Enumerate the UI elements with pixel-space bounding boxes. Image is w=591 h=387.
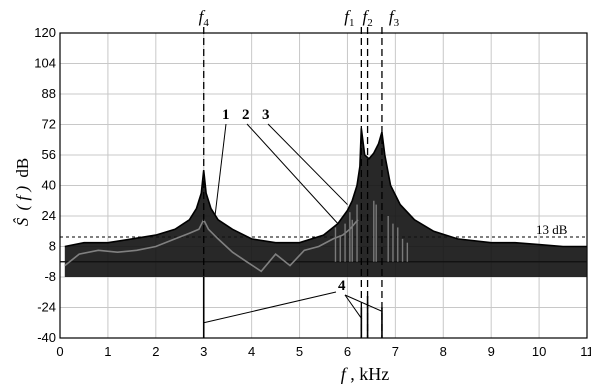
- marker-symbol: f: [199, 7, 206, 26]
- annotation-4-leader-a: [203, 291, 337, 324]
- x-tick-label-7: 7: [392, 344, 399, 359]
- marker-subscript: 2: [367, 17, 373, 29]
- annotation-3: 3: [262, 107, 270, 123]
- x-tick-label-0: 0: [56, 344, 63, 359]
- x-tick-label-8: 8: [440, 344, 447, 359]
- x-axis-unit: , kHz: [350, 364, 389, 384]
- y-axis-arg: ( f ): [13, 186, 32, 211]
- annotation-2: 2: [242, 107, 250, 123]
- y-axis-unit: dB: [13, 158, 32, 178]
- marker-symbol: f: [362, 7, 369, 26]
- x-tick-label-3: 3: [200, 344, 207, 359]
- y-tick-label-7: 72: [42, 117, 56, 132]
- y-tick-label-5: 40: [42, 178, 56, 193]
- annotation-4-leader-b: [344, 294, 383, 312]
- x-axis-label: f , kHz: [341, 364, 390, 384]
- annotation-1-leader: [214, 123, 227, 217]
- marker-subscript: 1: [349, 17, 355, 29]
- y-axis-symbol: Ŝ: [13, 217, 32, 226]
- x-tick-label-11: 11: [580, 344, 591, 359]
- series-1-line: [64, 218, 359, 273]
- x-tick-label-5: 5: [296, 344, 303, 359]
- series-2-fill: [64, 128, 588, 277]
- marker-label-f1: f1: [344, 7, 354, 29]
- marker-label-f4: f4: [199, 7, 210, 29]
- marker-subscript: 4: [203, 17, 209, 29]
- series-2-line: [64, 128, 587, 248]
- marker-symbol: f: [344, 7, 351, 26]
- grid: [59, 32, 588, 339]
- x-tick-label-2: 2: [152, 344, 159, 359]
- annotations: 13 dB 1 2 3 4: [203, 107, 568, 324]
- annotation-1: 1: [222, 107, 230, 123]
- y-tick-label-3: 8: [49, 239, 56, 254]
- annotation-4: 4: [338, 278, 346, 294]
- annotation-4-leader-c: [344, 294, 363, 320]
- y-tick-label-9: 104: [34, 56, 56, 71]
- x-tick-label-10: 10: [532, 344, 546, 359]
- marker-label-f2: f2: [362, 7, 372, 29]
- threshold-label: 13 dB: [536, 222, 568, 237]
- y-tick-label-2: -8: [44, 269, 56, 284]
- x-tick-label-6: 6: [344, 344, 351, 359]
- marker-subscript: 3: [394, 17, 400, 29]
- plot-frame: [59, 32, 588, 339]
- marker-symbol: f: [389, 7, 396, 26]
- y-tick-label-6: 56: [42, 147, 56, 162]
- series-area: [64, 128, 588, 338]
- frequency-markers: f4 f1 f2 f3: [199, 7, 400, 338]
- y-tick-label-10: 120: [34, 25, 56, 40]
- annotation-3-leader: [267, 123, 348, 205]
- y-tick-label-0: -40: [37, 330, 56, 345]
- x-tick-label-4: 4: [248, 344, 255, 359]
- annotation-2-leader: [246, 123, 339, 224]
- y-tick-label-4: 24: [42, 208, 56, 223]
- y-tick-label-8: 88: [42, 86, 56, 101]
- x-tick-label-1: 1: [104, 344, 111, 359]
- x-axis-symbol: f: [341, 364, 349, 384]
- x-tick-label-9: 9: [488, 344, 495, 359]
- y-tick-label-1: -24: [37, 300, 56, 315]
- marker-label-f3: f3: [389, 7, 400, 29]
- y-axis-label: Ŝ ( f ) dB: [13, 158, 32, 226]
